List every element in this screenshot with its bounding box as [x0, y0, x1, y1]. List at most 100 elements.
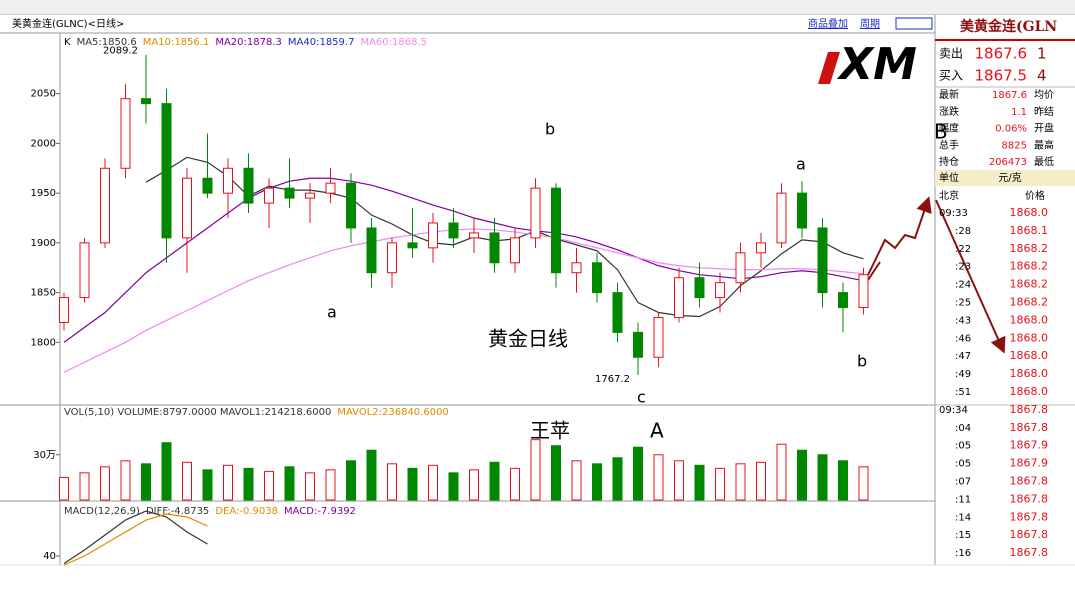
quote-label: 买入 — [939, 69, 963, 83]
volume-bar — [428, 464, 438, 501]
legend-item: MA20:1878.3 — [215, 37, 282, 48]
ma-line — [63, 510, 208, 565]
candle-body — [858, 274, 869, 309]
tick-time: :14 — [955, 512, 971, 523]
candle-body — [202, 177, 213, 194]
candle-body — [79, 242, 90, 299]
annotation: 王苹 — [530, 419, 570, 443]
candle-body — [756, 242, 766, 254]
tick-price: 1867.9 — [1010, 457, 1049, 470]
candle-body — [223, 167, 233, 194]
volume-bar — [202, 469, 213, 501]
tick-time: :05 — [955, 459, 971, 470]
arrow — [935, 199, 1006, 354]
tick-price: 1868.0 — [1010, 331, 1049, 344]
tick-time: :05 — [955, 441, 971, 452]
quote-size: 1 — [1037, 45, 1047, 63]
y-tick-label: 2000 — [31, 138, 56, 149]
stat-label: 持仓 — [939, 155, 959, 168]
candle-body — [489, 232, 500, 264]
annotation: 黄金日线 — [488, 327, 568, 351]
candle-body — [161, 103, 172, 239]
annotation: b — [545, 120, 555, 139]
candle-body — [100, 167, 110, 244]
link[interactable]: 商品叠加 — [808, 17, 848, 30]
y-tick-label: 2050 — [31, 89, 56, 100]
tick-price: 1867.8 — [1010, 475, 1049, 488]
link[interactable]: 周期 — [860, 18, 880, 30]
unit-label: 单位 — [939, 171, 959, 184]
candle-body — [612, 292, 623, 333]
candle-body — [592, 262, 602, 294]
window-title: 美黄金连(GLNC)<日线> — [12, 17, 124, 30]
stat-value: 206473 — [989, 157, 1027, 168]
candle-body — [797, 192, 807, 229]
legend-item: MA10:1856.1 — [143, 37, 210, 48]
ma-line — [63, 177, 864, 343]
tick-time: :15 — [955, 530, 971, 541]
tick-time: :11 — [955, 494, 971, 505]
unit-value: 元/克 — [998, 172, 1021, 184]
stat-label: 最低 — [1034, 155, 1054, 168]
volume-bar — [284, 466, 295, 501]
tick-price: 1867.8 — [1010, 510, 1049, 523]
tick-time: :22 — [955, 244, 971, 255]
tick-price: 1868.2 — [1010, 296, 1049, 309]
volume-bar — [79, 472, 90, 501]
quote-label: 卖出 — [939, 47, 963, 61]
legend-item: DEA:-0.9038 — [215, 506, 278, 517]
candle-body — [633, 331, 643, 358]
tick-time: :49 — [955, 369, 971, 380]
volume-bar — [243, 467, 254, 501]
candle-body — [510, 237, 520, 264]
volume-bar — [694, 464, 705, 501]
arrow — [867, 196, 932, 276]
legend-item: MA60:1868.5 — [360, 37, 427, 48]
y-tick-label: 1850 — [31, 288, 56, 299]
tick-price: 1868.0 — [1010, 385, 1049, 398]
volume-bar — [264, 470, 274, 501]
stat-value: 0.06% — [995, 124, 1027, 135]
y-tick-label: 1900 — [31, 238, 56, 249]
volume-bar — [387, 463, 397, 501]
annotation: b — [857, 352, 867, 371]
candle-body — [448, 222, 459, 239]
tick-time: :04 — [955, 423, 971, 434]
tick-price: 1868.2 — [1010, 242, 1049, 255]
candle-body — [346, 182, 356, 229]
legend-item: DIFF:-4.8735 — [146, 506, 209, 517]
volume-bar — [510, 467, 520, 501]
top-band — [0, 0, 1075, 14]
tick-price: 1867.8 — [1010, 492, 1049, 505]
candle-body — [243, 167, 254, 204]
logo: XM — [836, 39, 917, 90]
tick-time: :47 — [955, 351, 971, 362]
candle-body — [817, 227, 828, 294]
quote-title: 美黄金连(GLN — [960, 18, 1057, 35]
volume-bar — [366, 449, 377, 501]
candle-body — [120, 98, 131, 169]
tick-price: 1867.9 — [1010, 439, 1049, 452]
volume-bar — [756, 461, 766, 501]
candle-body — [694, 277, 705, 299]
volume-bar — [223, 464, 233, 501]
legend-item: MAVOL2:236840.6000 — [337, 407, 448, 418]
tick-time: 09:33 — [939, 208, 968, 219]
stat-value: 1.1 — [1011, 107, 1027, 118]
candle-body — [141, 98, 151, 105]
annotation: B — [934, 120, 948, 144]
arrow — [867, 261, 881, 281]
legend-item: MA40:1859.7 — [288, 37, 355, 48]
volume-bar — [817, 454, 828, 501]
volume-bar — [182, 461, 192, 501]
volume-bar — [612, 457, 623, 501]
candle-body — [715, 282, 725, 299]
candle-body — [551, 187, 561, 274]
top-band-line — [0, 14, 1075, 15]
tick-time: :43 — [955, 315, 971, 326]
window-buttons[interactable] — [895, 17, 933, 30]
logo-box — [822, 40, 926, 92]
stat-label: 最新 — [939, 88, 959, 101]
candle-body — [387, 242, 397, 274]
